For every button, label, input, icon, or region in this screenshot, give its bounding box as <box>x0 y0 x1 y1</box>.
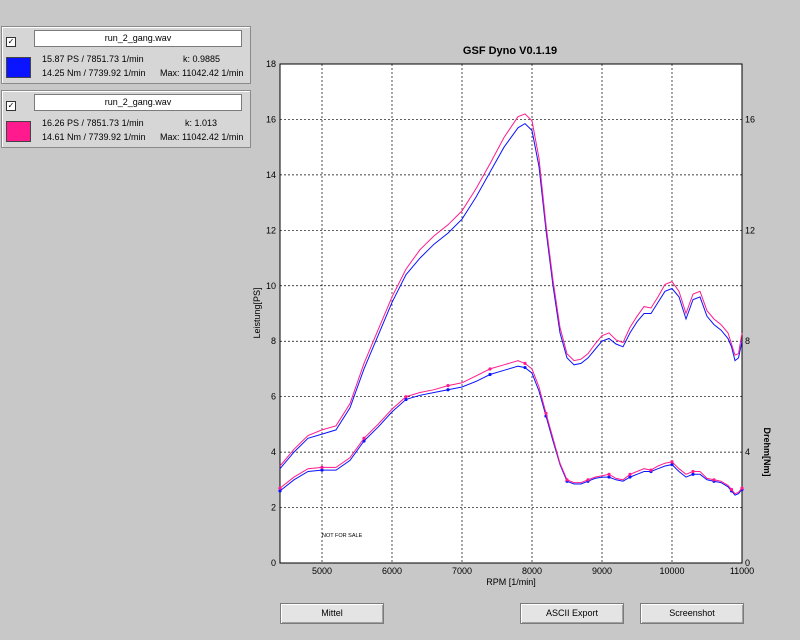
y2-tick-label: 4 <box>745 447 750 457</box>
run-1-k-factor: k: 0.9885 <box>183 54 221 64</box>
series-point <box>362 436 366 440</box>
x-axis-label: RPM [1/min] <box>486 577 536 587</box>
y2-tick-label: 0 <box>745 558 750 568</box>
series-point <box>628 475 632 479</box>
y2-tick-label: 8 <box>745 336 750 346</box>
x-tick-label: 6000 <box>382 566 402 576</box>
series-point <box>523 361 527 365</box>
run-1-torque-value: 14.25 Nm / 7739.92 1/min <box>42 68 146 78</box>
series-point <box>446 388 450 392</box>
x-tick-label: 10000 <box>659 566 684 576</box>
x-tick-label: 11000 <box>730 566 754 576</box>
series-point <box>691 469 695 474</box>
series-point <box>320 468 324 472</box>
run-1-filename[interactable]: run_2_gang.wav <box>34 30 242 47</box>
series-point <box>278 489 282 493</box>
dyno-chart: GSF Dyno V0.1.19 5000 6000 7000 8000 9000 100… <box>252 45 772 587</box>
y-axis-label: Leistung[PS] <box>252 287 262 338</box>
y-tick-label: 8 <box>271 336 276 346</box>
series-point <box>649 468 653 472</box>
series-point <box>586 478 590 482</box>
run-2-torque-value: 14.61 Nm / 7739.92 1/min <box>42 132 146 142</box>
y-tick-label: 2 <box>271 503 276 513</box>
series-point <box>607 475 611 479</box>
run-panel-2: ✓ run_2_gang.wav 16.26 PS / 7851.73 1/mi… <box>1 90 251 148</box>
y-tick-label: 12 <box>266 225 276 235</box>
y-tick-label: 6 <box>271 392 276 402</box>
series-point <box>523 365 527 370</box>
series-point <box>404 397 408 402</box>
y2-tick-label: 12 <box>745 225 755 235</box>
series-point <box>544 411 548 415</box>
series-point <box>488 367 492 371</box>
series-line-4 <box>279 360 743 495</box>
y2-tick-label: 16 <box>745 114 755 124</box>
chart-title: GSF Dyno V0.1.19 <box>463 45 557 57</box>
x-tick-label: 9000 <box>592 566 612 576</box>
series-point <box>740 486 744 490</box>
y-tick-label: 10 <box>266 281 276 291</box>
series-point <box>729 487 734 492</box>
series-point <box>628 472 632 476</box>
run-1-color-swatch[interactable] <box>6 57 31 78</box>
run-1-power-value: 15.87 PS / 7851.73 1/min <box>42 54 144 64</box>
y2-axis-label: Drehm[Nm] <box>762 427 772 476</box>
y-tick-label: 4 <box>271 447 276 457</box>
series-point <box>691 472 695 476</box>
y-tick-label: 16 <box>266 114 276 124</box>
axes: 5000 6000 7000 8000 9000 10000 110000246810121… <box>266 59 755 576</box>
run-2-max-rpm: Max: 11042.42 1/min <box>160 132 244 142</box>
y-tick-label: 18 <box>266 59 276 69</box>
series-point <box>607 472 611 476</box>
run-1-max-rpm: Max: 11042.42 1/min <box>160 68 244 78</box>
y-tick-label: 0 <box>271 558 276 568</box>
run-panel-1: ✓ run_2_gang.wav 15.87 PS / 7851.73 1/mi… <box>1 26 251 84</box>
series-point <box>446 383 450 388</box>
run-2-filename[interactable]: run_2_gang.wav <box>34 94 242 111</box>
series-point <box>278 486 282 490</box>
run-2-power-value: 16.26 PS / 7851.73 1/min <box>42 118 144 128</box>
series-point <box>565 478 569 482</box>
series-point <box>670 462 674 467</box>
grid <box>280 64 743 563</box>
mittel-button[interactable]: Mittel <box>280 603 384 624</box>
series-point <box>404 395 408 399</box>
run-2-checkbox[interactable]: ✓ <box>6 101 16 111</box>
series <box>278 113 744 496</box>
series-point <box>712 478 716 482</box>
series-point <box>488 372 492 377</box>
x-tick-label: 8000 <box>522 566 542 576</box>
run-2-color-swatch[interactable] <box>6 121 31 142</box>
screenshot-button[interactable]: Screenshot <box>640 603 744 624</box>
run-1-checkbox[interactable]: ✓ <box>6 37 16 47</box>
x-tick-label: 5000 <box>312 566 332 576</box>
series-line-3 <box>279 365 743 496</box>
run-2-k-factor: k: 1.013 <box>185 118 218 128</box>
not-for-sale-annotation: NOT FOR SALE <box>322 533 363 539</box>
y-tick-label: 14 <box>266 170 276 180</box>
series-point <box>670 460 674 464</box>
series-line-1 <box>279 122 743 470</box>
plot-area <box>279 63 743 564</box>
series-line-2 <box>279 113 743 467</box>
series-point <box>320 465 324 469</box>
x-tick-label: 7000 <box>452 566 472 576</box>
ascii-export-button[interactable]: ASCII Export <box>520 603 624 624</box>
